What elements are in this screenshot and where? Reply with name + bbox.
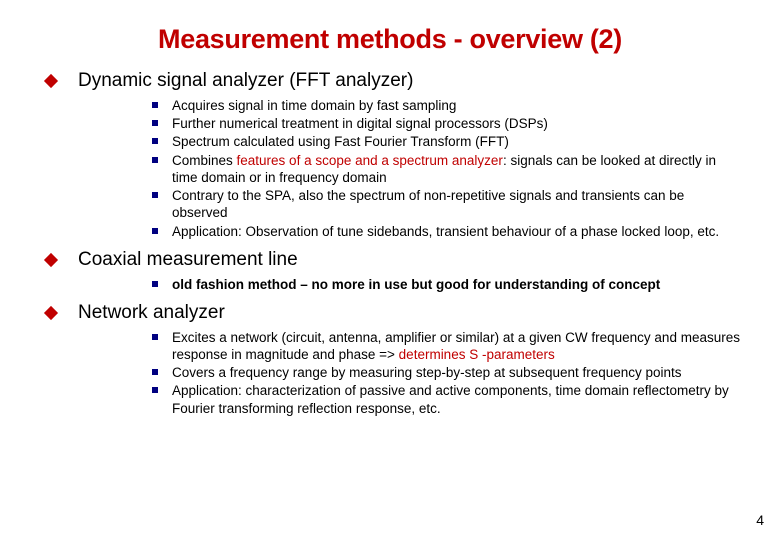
list-item: Excites a network (circuit, antenna, amp… bbox=[152, 329, 740, 364]
list-item-text: Combines features of a scope and a spect… bbox=[172, 152, 740, 187]
list-item: Covers a frequency range by measuring st… bbox=[152, 364, 740, 381]
square-bullet-icon bbox=[152, 138, 158, 144]
section-heading: Coaxial measurement line bbox=[78, 248, 298, 272]
square-bullet-icon bbox=[152, 228, 158, 234]
sub-list: Excites a network (circuit, antenna, amp… bbox=[152, 329, 740, 417]
square-bullet-icon bbox=[152, 192, 158, 198]
page-number: 4 bbox=[756, 512, 764, 528]
list-item-text: Spectrum calculated using Fast Fourier T… bbox=[172, 133, 740, 150]
list-item-text: Excites a network (circuit, antenna, amp… bbox=[172, 329, 740, 364]
section-row: Network analyzer bbox=[40, 301, 740, 325]
section-heading: Network analyzer bbox=[78, 301, 225, 325]
list-item-text: Application: characterization of passive… bbox=[172, 382, 740, 417]
slide: Measurement methods - overview (2) Dynam… bbox=[0, 0, 780, 540]
slide-title: Measurement methods - overview (2) bbox=[40, 24, 740, 55]
square-bullet-icon bbox=[152, 102, 158, 108]
section-heading: Dynamic signal analyzer (FFT analyzer) bbox=[78, 69, 413, 93]
square-bullet-icon bbox=[152, 120, 158, 126]
diamond-bullet-icon bbox=[44, 74, 58, 88]
square-bullet-icon bbox=[152, 387, 158, 393]
list-item-text: Further numerical treatment in digital s… bbox=[172, 115, 740, 132]
section-row: Coaxial measurement line bbox=[40, 248, 740, 272]
list-item-text: Application: Observation of tune sideban… bbox=[172, 223, 740, 240]
list-item: Further numerical treatment in digital s… bbox=[152, 115, 740, 132]
list-item: Acquires signal in time domain by fast s… bbox=[152, 97, 740, 114]
list-item-text: old fashion method – no more in use but … bbox=[172, 276, 740, 293]
list-item-text: Contrary to the SPA, also the spectrum o… bbox=[172, 187, 740, 222]
square-bullet-icon bbox=[152, 334, 158, 340]
section-row: Dynamic signal analyzer (FFT analyzer) bbox=[40, 69, 740, 93]
list-item: Spectrum calculated using Fast Fourier T… bbox=[152, 133, 740, 150]
list-item: Combines features of a scope and a spect… bbox=[152, 152, 740, 187]
square-bullet-icon bbox=[152, 369, 158, 375]
list-item: Application: characterization of passive… bbox=[152, 382, 740, 417]
sub-list: old fashion method – no more in use but … bbox=[152, 276, 740, 293]
list-item: old fashion method – no more in use but … bbox=[152, 276, 740, 293]
content-body: Dynamic signal analyzer (FFT analyzer) Ac… bbox=[40, 69, 740, 417]
sub-list: Acquires signal in time domain by fast s… bbox=[152, 97, 740, 240]
list-item-text: Acquires signal in time domain by fast s… bbox=[172, 97, 740, 114]
diamond-bullet-icon bbox=[44, 306, 58, 320]
list-item-text: Covers a frequency range by measuring st… bbox=[172, 364, 740, 381]
diamond-bullet-icon bbox=[44, 253, 58, 267]
square-bullet-icon bbox=[152, 157, 158, 163]
list-item: Application: Observation of tune sideban… bbox=[152, 223, 740, 240]
square-bullet-icon bbox=[152, 281, 158, 287]
list-item: Contrary to the SPA, also the spectrum o… bbox=[152, 187, 740, 222]
